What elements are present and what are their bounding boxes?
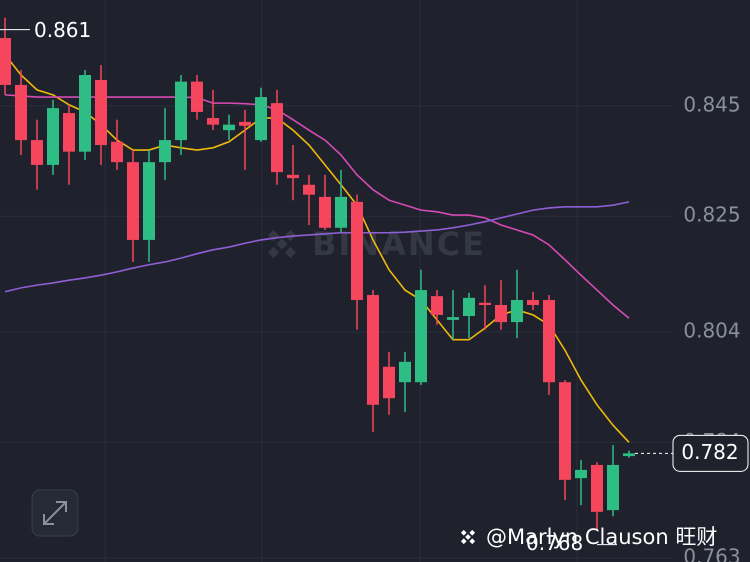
- last-price-label: 0.782: [681, 440, 738, 464]
- plot: 0.861 0.768: [0, 17, 673, 559]
- candle-body: [623, 453, 635, 457]
- candle-body: [287, 174, 299, 179]
- candle-body: [15, 84, 27, 141]
- expand-button[interactable]: [31, 489, 79, 537]
- candle-body: [367, 295, 379, 405]
- candle-body: [0, 38, 11, 85]
- candle-body: [31, 140, 43, 165]
- ma-line: [4, 94, 630, 319]
- vertical-grid: [104, 0, 578, 562]
- candle-body: [431, 296, 443, 315]
- candle-body: [303, 184, 315, 195]
- candle-body: [271, 103, 283, 173]
- candle-body: [191, 81, 203, 112]
- watermark-text: BINANCE: [312, 225, 486, 263]
- y-tick-label: 0.845: [683, 92, 740, 116]
- candle-body: [351, 201, 363, 301]
- candles: [0, 17, 635, 531]
- moving-averages: [4, 54, 630, 443]
- candle-body: [527, 300, 539, 305]
- y-tick-label: 0.804: [683, 319, 740, 343]
- candle-body: [47, 108, 59, 165]
- candle-body: [175, 81, 187, 141]
- credit-text: @Marlyn Clauson 旺财: [486, 525, 717, 549]
- candle-body: [559, 382, 571, 480]
- candle-body: [383, 366, 395, 399]
- credit: @Marlyn Clauson 旺财: [460, 525, 717, 549]
- candle-body: [207, 118, 219, 125]
- candle-body: [111, 141, 123, 163]
- ma-line: [4, 54, 630, 443]
- y-tick-label: 0.763: [683, 545, 740, 562]
- candle-body: [239, 121, 251, 126]
- candle-body: [575, 469, 587, 479]
- candle-body: [159, 140, 171, 163]
- candle-body: [495, 304, 507, 323]
- candle-body: [63, 113, 75, 152]
- candle-body: [415, 290, 427, 383]
- candle-body: [543, 300, 555, 383]
- last-price-box: [672, 434, 749, 472]
- candle-body: [79, 75, 91, 152]
- candle-body: [447, 317, 459, 320]
- y-tick-label: 0.825: [683, 203, 740, 227]
- candle-body: [223, 124, 235, 131]
- candle-body: [463, 297, 475, 317]
- candle-body: [255, 97, 267, 141]
- candle-body: [479, 302, 491, 305]
- candle-body: [335, 196, 347, 228]
- candle-body: [143, 162, 155, 240]
- candle-body: [319, 196, 331, 228]
- high-label: 0.861: [34, 18, 91, 42]
- low-label: 0.768: [526, 531, 583, 555]
- candle-body: [95, 79, 107, 146]
- candle-body: [511, 300, 523, 323]
- ma-line: [4, 201, 630, 293]
- candle-body: [607, 464, 619, 511]
- candle-body: [399, 361, 411, 383]
- candle-body: [127, 162, 139, 240]
- candle-body: [591, 464, 603, 512]
